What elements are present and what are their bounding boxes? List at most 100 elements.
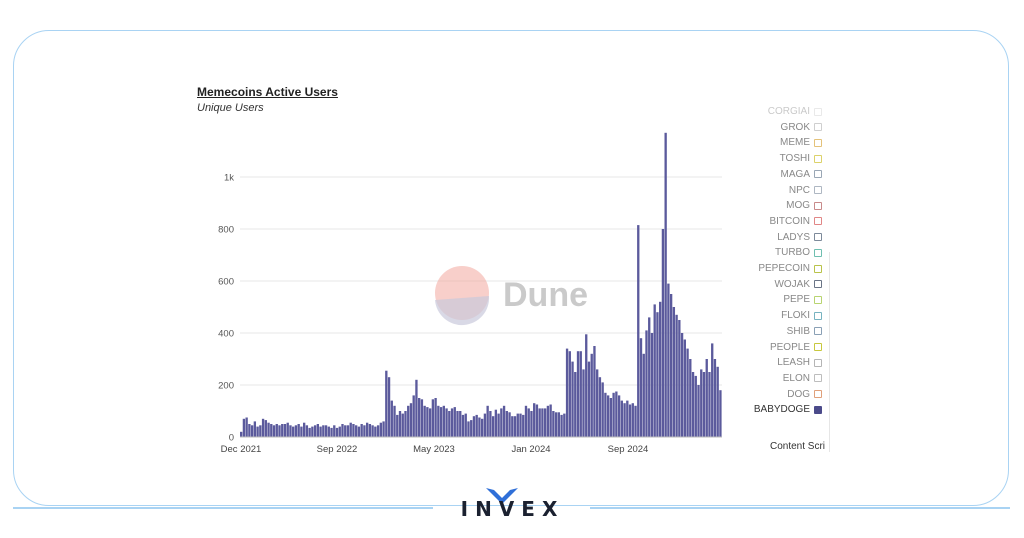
legend-item[interactable]: GROK	[781, 122, 822, 133]
bar	[420, 399, 424, 437]
bar	[554, 412, 558, 437]
bar	[481, 418, 484, 437]
legend-item[interactable]: MAGA	[781, 169, 822, 180]
bar	[250, 425, 254, 437]
bar	[538, 408, 541, 437]
legend-item[interactable]: DOG	[787, 389, 822, 400]
legend-swatch	[814, 186, 822, 194]
bar	[697, 385, 700, 437]
legend-item[interactable]: NPC	[789, 185, 822, 196]
legend-item[interactable]: MEME	[780, 137, 822, 148]
legend-item[interactable]: CORGIAI	[768, 106, 822, 117]
bar	[516, 413, 519, 437]
bar	[319, 426, 322, 437]
legend-item[interactable]: PEOPLE	[770, 342, 822, 353]
legend-label: WOJAK	[774, 278, 810, 290]
bar	[560, 414, 563, 437]
bar	[541, 408, 544, 437]
legend-label: PEPECOIN	[758, 263, 810, 274]
bar	[264, 420, 267, 437]
bar	[513, 416, 517, 437]
chart-subtitle: Unique Users	[197, 102, 264, 114]
legend-label: DOG	[787, 388, 810, 400]
bar	[620, 400, 623, 437]
y-tick-label: 200	[218, 381, 234, 392]
bar	[576, 351, 580, 437]
legend-swatch	[814, 405, 822, 414]
bar	[574, 372, 577, 437]
card-frame	[13, 30, 1009, 506]
bar	[450, 408, 454, 437]
legend-swatch	[814, 123, 822, 132]
bar	[261, 418, 265, 437]
bar	[711, 343, 714, 437]
legend-item[interactable]: WOJAK	[774, 279, 822, 290]
legend-item[interactable]: ELON	[783, 373, 822, 384]
bar	[368, 424, 372, 437]
bar	[240, 431, 243, 437]
bar	[330, 427, 333, 437]
legend-label: MAGA	[780, 168, 810, 180]
legend-item[interactable]: LADYS	[777, 232, 822, 243]
bar	[445, 408, 448, 437]
bar	[489, 411, 492, 437]
bar	[456, 411, 459, 437]
bar	[628, 404, 632, 437]
bar	[637, 225, 640, 437]
bar	[565, 348, 569, 437]
legend-item[interactable]: TOSHI	[780, 153, 822, 164]
bar	[313, 425, 317, 437]
bar	[398, 411, 402, 437]
legend-item[interactable]: BITCOIN	[769, 216, 822, 227]
bar	[527, 408, 530, 437]
bar	[549, 404, 552, 437]
legend-item[interactable]: PEPE	[783, 294, 822, 305]
bar	[609, 398, 613, 437]
y-tick-label: 400	[218, 329, 234, 340]
legend-item[interactable]: SHIB	[787, 326, 822, 337]
bar	[300, 426, 303, 437]
legend-label: MEME	[780, 137, 810, 149]
bar	[272, 425, 276, 437]
legend-swatch	[814, 201, 822, 210]
bar	[415, 379, 418, 437]
bar	[437, 405, 440, 437]
legend-label: CORGIAI	[767, 106, 810, 117]
bar	[491, 416, 495, 437]
bar	[686, 348, 689, 437]
bar	[412, 395, 415, 437]
legend-swatch	[814, 107, 822, 116]
bar	[702, 372, 706, 437]
bar	[338, 426, 341, 437]
bar	[535, 404, 539, 437]
legend-swatch	[814, 358, 822, 367]
bar	[617, 395, 621, 437]
bar	[256, 426, 259, 437]
bar	[683, 339, 686, 437]
bar	[267, 422, 270, 437]
bar	[292, 426, 295, 437]
bar	[418, 398, 421, 437]
bar	[593, 346, 596, 437]
bar	[308, 427, 311, 437]
bar	[453, 407, 456, 437]
bar	[579, 351, 582, 437]
legend-item[interactable]: FLOKI	[781, 310, 822, 321]
bar	[691, 372, 695, 437]
legend-item[interactable]: BABYDOGE	[754, 404, 822, 415]
bar	[382, 421, 385, 437]
bar	[426, 407, 429, 437]
legend-item[interactable]: MOG	[786, 200, 822, 211]
legend-item[interactable]: LEASH	[777, 357, 822, 368]
bar	[245, 417, 248, 437]
legend-item[interactable]: TURBO	[775, 247, 822, 258]
brand-divider-left	[13, 507, 433, 509]
bar	[552, 411, 555, 437]
legend-item[interactable]: PEPECOIN	[758, 263, 822, 274]
x-tick-label: Jan 2024	[511, 444, 550, 455]
bar	[680, 333, 684, 437]
bar	[346, 425, 350, 437]
bar	[675, 314, 678, 437]
legend-label: BABYDOGE	[753, 404, 810, 416]
bar	[689, 359, 692, 437]
